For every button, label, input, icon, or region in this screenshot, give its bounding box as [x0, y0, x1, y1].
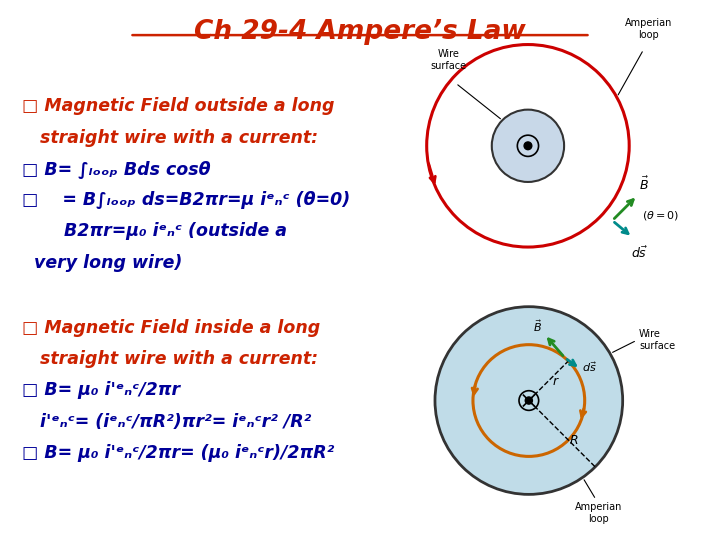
Text: $d\vec{s}$: $d\vec{s}$	[631, 246, 648, 261]
Text: R: R	[570, 434, 578, 447]
Text: Amperian
loop: Amperian loop	[575, 502, 622, 524]
Text: very long wire): very long wire)	[22, 254, 182, 272]
Text: □    = B∫ₗₒₒₚ ds=B2πr=μ iᵉₙᶜ (θ=0): □ = B∫ₗₒₒₚ ds=B2πr=μ iᵉₙᶜ (θ=0)	[22, 191, 350, 209]
Text: $\vec{B}$: $\vec{B}$	[639, 176, 649, 193]
Text: $d\vec{s}$: $d\vec{s}$	[582, 360, 597, 374]
Text: B2πr=μ₀ iᵉₙᶜ (outside a: B2πr=μ₀ iᵉₙᶜ (outside a	[22, 222, 287, 240]
Text: Amperian
loop: Amperian loop	[625, 18, 672, 40]
Text: Wire
surface: Wire surface	[639, 329, 675, 351]
Circle shape	[492, 110, 564, 182]
Text: □ B= μ₀ i'ᵉₙᶜ/2πr= (μ₀ iᵉₙᶜr)/2πR²: □ B= μ₀ i'ᵉₙᶜ/2πr= (μ₀ iᵉₙᶜr)/2πR²	[22, 444, 334, 462]
Text: □ B= μ₀ i'ᵉₙᶜ/2πr: □ B= μ₀ i'ᵉₙᶜ/2πr	[22, 381, 180, 399]
Text: Wire
surface: Wire surface	[431, 50, 467, 71]
Text: straight wire with a current:: straight wire with a current:	[22, 350, 318, 368]
Text: □ Magnetic Field inside a long: □ Magnetic Field inside a long	[22, 319, 320, 336]
Circle shape	[435, 307, 623, 495]
Text: □ B= ∫ₗₒₒₚ Bds cosθ: □ B= ∫ₗₒₒₚ Bds cosθ	[22, 160, 210, 178]
Text: r: r	[553, 375, 558, 388]
Text: Ch 29-4 Ampere’s Law: Ch 29-4 Ampere’s Law	[194, 19, 526, 45]
Text: $\vec{B}$: $\vec{B}$	[534, 318, 542, 334]
Text: i'ᵉₙᶜ= (iᵉₙᶜ/πR²)πr²= iᵉₙᶜr² /R²: i'ᵉₙᶜ= (iᵉₙᶜ/πR²)πr²= iᵉₙᶜr² /R²	[22, 413, 311, 430]
Circle shape	[526, 397, 532, 404]
Text: $(\theta=0)$: $(\theta=0)$	[642, 208, 680, 221]
Circle shape	[524, 142, 532, 150]
Text: straight wire with a current:: straight wire with a current:	[22, 129, 318, 146]
Text: □ Magnetic Field outside a long: □ Magnetic Field outside a long	[22, 97, 334, 115]
